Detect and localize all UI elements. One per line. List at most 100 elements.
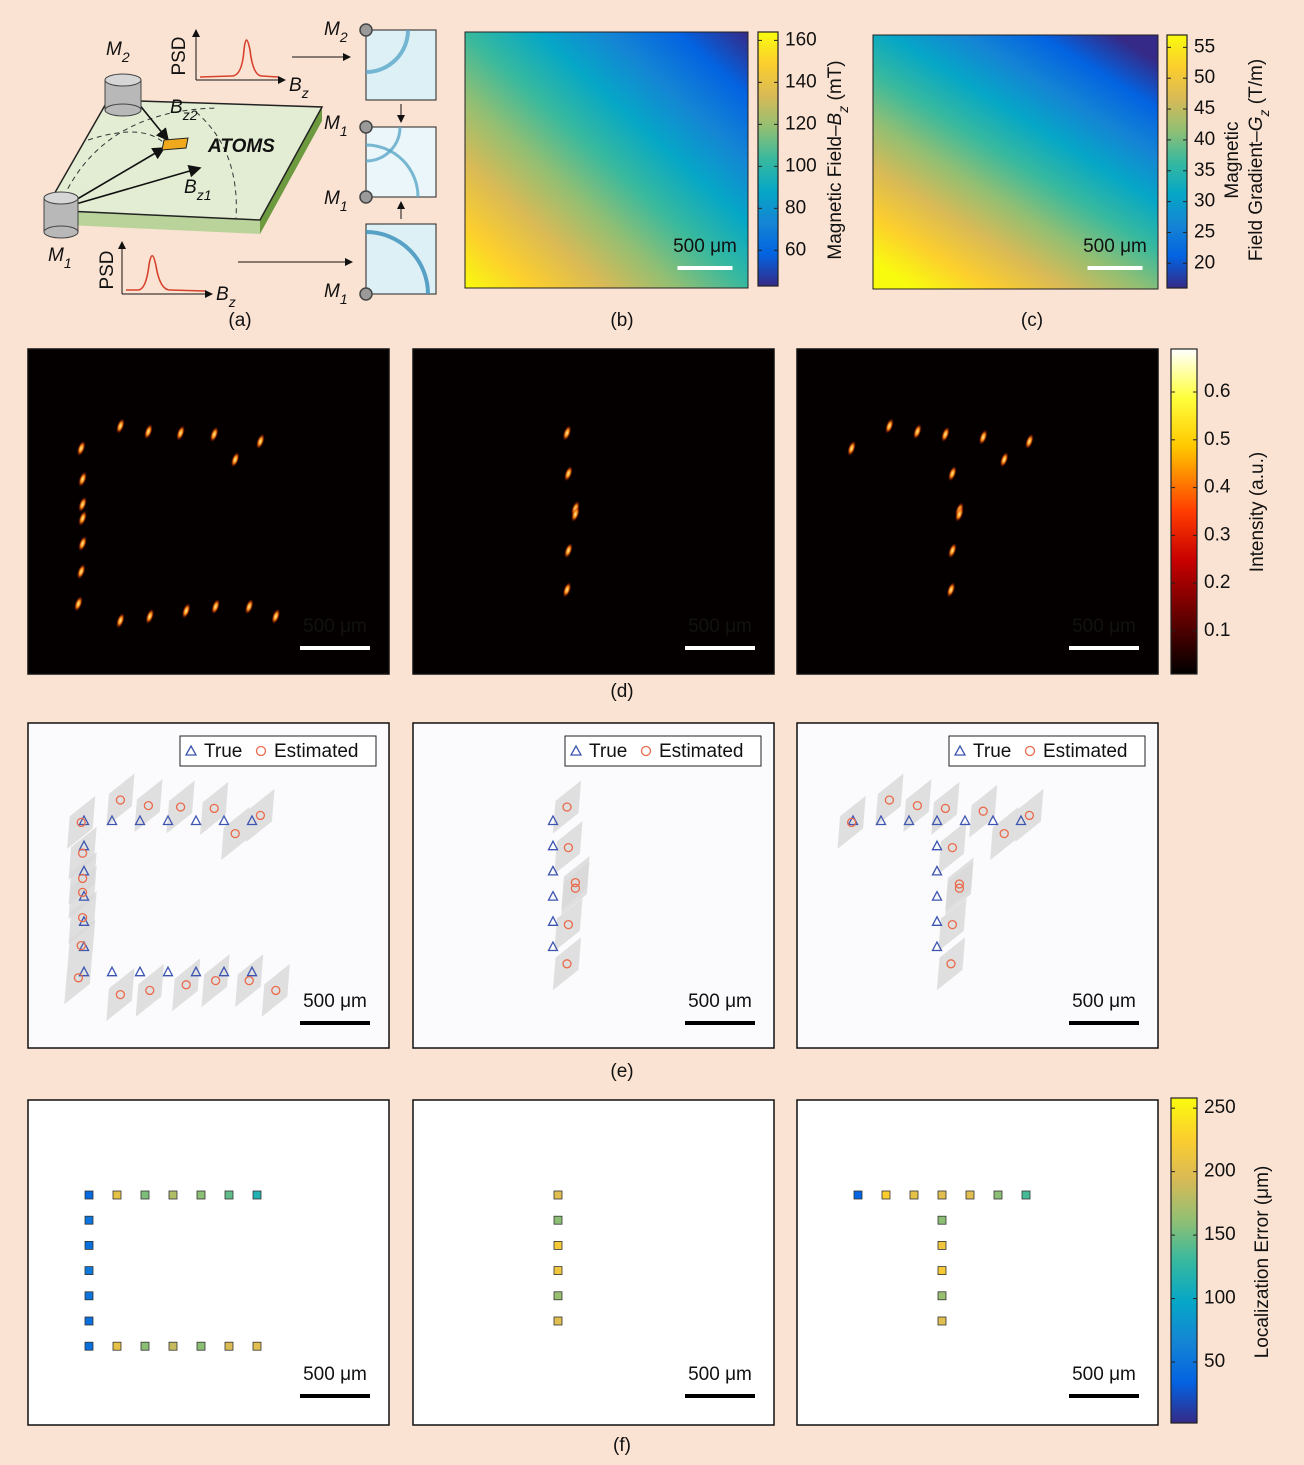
- colorbar-tick-label: 160: [785, 29, 817, 50]
- scale-bar-label: 500 μm: [303, 1364, 367, 1385]
- label-sub: z: [228, 294, 236, 310]
- label-part: (mT): [825, 60, 846, 105]
- scale-bar-label: 500 μm: [688, 616, 752, 637]
- atom-chip: [162, 138, 188, 150]
- colorbar-tick-label: 0.2: [1204, 572, 1230, 593]
- colorbar-tick-label: 0.4: [1204, 477, 1231, 498]
- colorbar-tick-label: 80: [785, 197, 806, 218]
- label-sub: 1: [340, 291, 348, 307]
- error-marker: [225, 1191, 233, 1199]
- error-marker: [994, 1191, 1002, 1199]
- error-marker: [85, 1317, 93, 1325]
- error-marker: [966, 1191, 974, 1199]
- colorbar: [1171, 349, 1197, 674]
- label-sub: 2: [339, 29, 348, 45]
- magnet: [105, 74, 141, 116]
- psd-label: PSD: [169, 36, 190, 75]
- colorbar-tick-label: 20: [1194, 252, 1215, 273]
- label-base: M: [324, 188, 340, 209]
- scale-bar-label: 500 μm: [303, 991, 367, 1012]
- ring-thumbnail: [366, 127, 436, 197]
- colorbar-tick-label: 60: [785, 239, 806, 260]
- label-base: B: [216, 284, 229, 305]
- scale-bar-label: 500 μm: [1072, 991, 1136, 1012]
- error-marker: [554, 1241, 562, 1249]
- label-sub: 1: [64, 255, 72, 271]
- error-marker: [854, 1191, 862, 1199]
- label-base: M: [324, 19, 340, 40]
- label-part: G: [1246, 116, 1267, 131]
- scale-bar-label: 500 μm: [303, 616, 367, 637]
- label-base: B: [184, 177, 197, 198]
- ring-thumbnail: [366, 224, 436, 294]
- label-part: Magnetic Field–: [825, 125, 846, 260]
- label-sub: z: [301, 85, 309, 101]
- caption: (b): [610, 310, 633, 331]
- label-part: z: [1256, 109, 1272, 117]
- colorbar-tick-label: 0.5: [1204, 429, 1230, 450]
- magnet: [44, 192, 78, 238]
- error-marker: [554, 1317, 562, 1325]
- error-marker: [938, 1317, 946, 1325]
- error-marker: [910, 1191, 918, 1199]
- error-marker: [253, 1191, 261, 1199]
- scale-bar-label: 500 μm: [688, 991, 752, 1012]
- error-marker: [938, 1241, 946, 1249]
- error-marker: [169, 1191, 177, 1199]
- label-sub: 1: [340, 198, 348, 214]
- caption: (d): [610, 681, 633, 702]
- label-sub: z2: [182, 107, 198, 123]
- colorbar: [1167, 35, 1187, 288]
- label-sub: 2: [121, 49, 130, 65]
- page: M2 M1 Bz2 Bz1 ATOMS PSD Bz PSD Bz: [0, 0, 1304, 1465]
- error-marker: [141, 1191, 149, 1199]
- legend-label: Estimated: [1043, 741, 1127, 762]
- label-part: z: [835, 106, 851, 114]
- error-marker: [253, 1342, 261, 1350]
- error-marker: [85, 1191, 93, 1199]
- label-part: (T/m): [1246, 59, 1267, 110]
- scale-bar-label: 500 μm: [1072, 616, 1136, 637]
- error-marker: [938, 1216, 946, 1224]
- error-marker: [225, 1342, 233, 1350]
- label-sub: 1: [340, 123, 348, 139]
- error-marker: [85, 1267, 93, 1275]
- label-part: Field Gradient–: [1246, 131, 1267, 261]
- label-part: B: [825, 112, 846, 125]
- scale-bar-label: 500 μm: [1072, 1364, 1136, 1385]
- label-sub: z1: [196, 187, 212, 203]
- error-marker: [938, 1292, 946, 1300]
- error-marker: [882, 1191, 890, 1199]
- colorbar-tick-label: 45: [1194, 98, 1215, 119]
- psd-label: PSD: [97, 250, 118, 289]
- colorbar: [1171, 1098, 1197, 1423]
- error-marker: [554, 1292, 562, 1300]
- colorbar-tick-label: 25: [1194, 221, 1215, 242]
- legend-label: True: [973, 741, 1011, 762]
- colorbar-tick-label: 100: [1204, 1288, 1236, 1309]
- ring-thumbnail: [366, 30, 436, 100]
- colorbar-tick-label: 200: [1204, 1161, 1236, 1182]
- caption: (f): [613, 1435, 631, 1456]
- colorbar-tick-label: 250: [1204, 1097, 1236, 1118]
- colorbar-tick-label: 0.1: [1204, 620, 1230, 641]
- error-marker: [85, 1216, 93, 1224]
- error-marker: [197, 1191, 205, 1199]
- error-marker: [554, 1267, 562, 1275]
- caption: (a): [228, 310, 251, 331]
- error-marker: [554, 1216, 562, 1224]
- error-marker: [85, 1241, 93, 1249]
- colorbar-tick-label: 40: [1194, 129, 1215, 150]
- label-base: B: [289, 75, 302, 96]
- error-marker: [85, 1292, 93, 1300]
- colorbar-tick-label: 55: [1194, 36, 1215, 57]
- error-marker: [169, 1342, 177, 1350]
- error-marker: [938, 1267, 946, 1275]
- scale-bar-label: 500 μm: [688, 1364, 752, 1385]
- scale-bar-label: 500 μm: [673, 236, 737, 257]
- colorbar-label: Localization Error (μm): [1252, 1166, 1273, 1359]
- colorbar: [758, 32, 778, 286]
- error-marker: [141, 1342, 149, 1350]
- colorbar-tick-label: 100: [785, 155, 817, 176]
- colorbar-tick-label: 30: [1194, 191, 1215, 212]
